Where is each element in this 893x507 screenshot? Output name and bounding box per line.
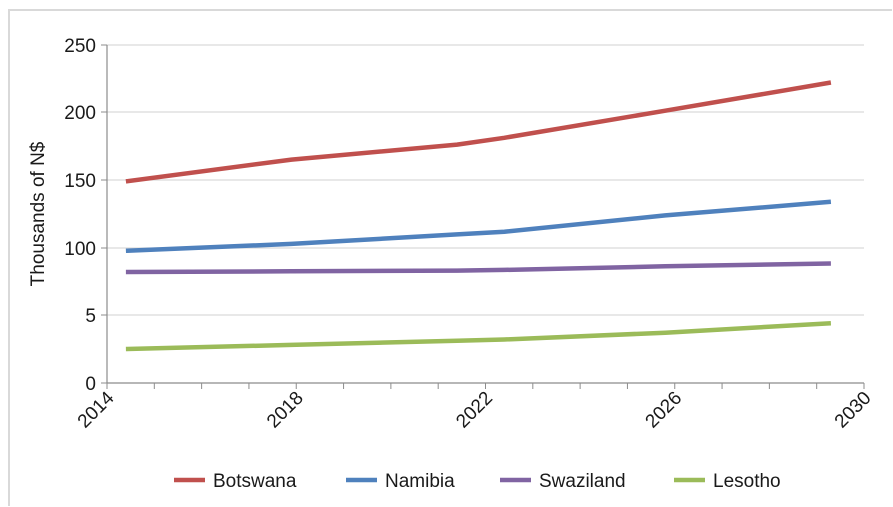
x-tick-label: 2026 [642, 388, 687, 433]
series-line-swaziland [125, 261, 831, 275]
y-tick-label: 100 [64, 239, 96, 260]
series-line-lesotho [125, 320, 832, 352]
series-line-botswana [125, 80, 832, 184]
series-line-namibia [125, 199, 832, 254]
y-tick-label: 5 [85, 306, 96, 327]
chart-frame [8, 9, 892, 506]
gridlines [107, 44, 864, 316]
y-tick-labels: 0 5 100 150 200 250 [64, 36, 96, 395]
legend-label-swaziland: Swaziland [539, 471, 626, 492]
x-tick-label: 2014 [74, 387, 119, 432]
legend-label-lesotho: Lesotho [713, 471, 781, 492]
x-tick-label: 2018 [263, 388, 308, 433]
axes [101, 44, 865, 389]
y-tick-label: 150 [64, 171, 96, 192]
legend-label-botswana: Botswana [213, 471, 297, 492]
y-tick-label: 0 [85, 374, 96, 395]
y-axis-title: Thousands of N$ [28, 141, 49, 286]
legend-label-namibia: Namibia [385, 471, 455, 492]
y-tick-label: 200 [64, 103, 96, 124]
x-tick-label: 2022 [452, 388, 497, 433]
x-tick-labels: 2014 2018 2022 2026 2030 [74, 387, 876, 432]
series-lines [125, 80, 832, 352]
x-tick-label: 2030 [831, 388, 876, 433]
legend: Botswana Namibia Swaziland Lesotho [174, 471, 781, 492]
y-tick-label: 250 [64, 36, 96, 57]
